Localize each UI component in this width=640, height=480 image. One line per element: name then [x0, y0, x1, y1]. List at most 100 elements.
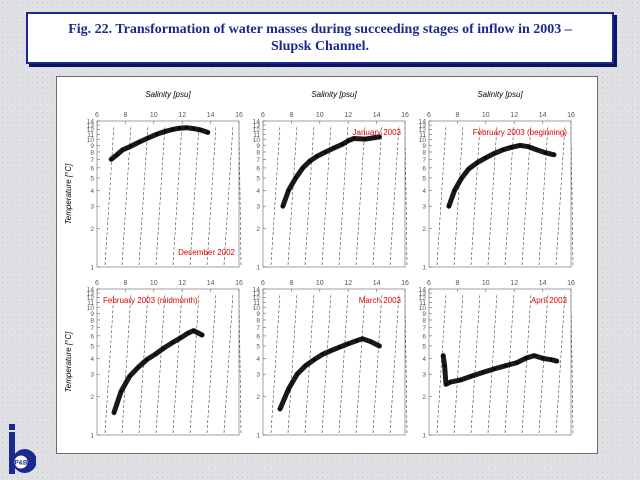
figure-title-box: Fig. 22. Transformation of water masses … [26, 12, 614, 64]
y-tick-label: 6 [422, 333, 426, 340]
y-tick-label: 2 [90, 226, 94, 233]
panel-frame [428, 120, 572, 268]
x-tick-label: 14 [207, 280, 215, 287]
ts-data-point [295, 372, 299, 376]
ts-data-point [544, 151, 547, 154]
x-tick-label: 8 [455, 112, 459, 119]
density-isopleth [104, 292, 115, 434]
ts-data-point [178, 126, 181, 130]
ts-data-point [287, 189, 290, 192]
ts-data-point [138, 140, 141, 144]
x-tick-label: 12 [178, 112, 186, 119]
ts-data-point [458, 378, 462, 382]
y-tick-label: 8 [422, 149, 426, 156]
ts-data-point [200, 333, 204, 337]
y-tick-label: 2 [256, 226, 260, 233]
y-tick-label: 12 [419, 295, 427, 302]
panel-label: December 2002 [178, 248, 235, 257]
ts-data-point [369, 340, 373, 344]
density-isopleth [270, 124, 281, 266]
ts-data-point [518, 144, 522, 147]
x-tick-label: 6 [427, 280, 431, 287]
y-tick-label: 13 [419, 123, 427, 130]
ts-data-point [338, 345, 341, 349]
ts-data-point [515, 361, 519, 364]
x-tick-label: 16 [235, 112, 243, 119]
panel-label: February 2003 (midmonth) [103, 296, 198, 305]
y-tick-label: 14 [253, 119, 261, 126]
ts-data-point [185, 126, 188, 130]
x-tick-label: 10 [316, 112, 324, 119]
ts-data-point [441, 354, 445, 357]
y-tick-label: 13 [87, 291, 95, 298]
x-tick-label: 8 [289, 280, 293, 287]
y-tick-label: 6 [90, 333, 94, 340]
density-isopleth [223, 292, 234, 434]
ts-data-point [129, 144, 133, 148]
y-tick-label: 5 [422, 175, 426, 182]
y-tick-label: 4 [90, 188, 94, 195]
density-isopleth [389, 292, 400, 434]
density-isopleth [453, 292, 464, 434]
y-tick-label: 11 [253, 132, 260, 139]
density-isopleth [338, 292, 349, 434]
ts-data-point [555, 359, 559, 363]
density-isopleth [223, 124, 234, 266]
density-isopleth [172, 124, 183, 266]
x-tick-label: 16 [401, 280, 409, 287]
density-isopleth [555, 124, 566, 266]
ts-data-point [145, 358, 148, 362]
density-isopleth [372, 292, 383, 434]
panel-frame [96, 288, 240, 436]
ts-data-point [467, 167, 471, 171]
density-isopleth [138, 124, 149, 266]
x-tick-label: 8 [289, 112, 293, 119]
y-tick-label: 5 [422, 343, 426, 350]
y-tick-label: 9 [422, 311, 426, 318]
y-tick-label: 12 [87, 295, 95, 302]
y-tick-label: 12 [87, 127, 95, 134]
y-tick-label: 8 [256, 317, 260, 324]
x-tick-label: 12 [510, 280, 518, 287]
ts-data-point [355, 339, 359, 342]
ts-data-point [341, 142, 344, 146]
y-tick-label: 5 [256, 175, 260, 182]
ts-data-point [493, 367, 496, 371]
figure-panel: Salinity [psu] Salinity [psu] Salinity [ps… [56, 76, 598, 454]
y-tick-label: 1 [256, 433, 260, 440]
ts-data-point [475, 161, 479, 164]
ts-data-point [324, 150, 327, 154]
y-tick-label: 11 [87, 300, 94, 307]
panel-label: January 2003 [353, 128, 402, 137]
y-tick-label: 10 [419, 305, 427, 312]
ts-data-point [361, 337, 364, 341]
panel-frame [96, 120, 240, 268]
ts-data-point [378, 344, 381, 348]
ts-data-point [112, 411, 116, 414]
density-isopleth [389, 124, 400, 266]
y-tick-label: 3 [422, 372, 426, 379]
density-isopleth [338, 124, 349, 266]
salinity-axis-title-2: Salinity [psu] [311, 90, 357, 99]
y-tick-label: 2 [90, 394, 94, 401]
ts-data-point [162, 346, 166, 350]
density-isopleth [355, 124, 366, 266]
ts-data-point [153, 353, 157, 356]
y-tick-label: 10 [87, 137, 95, 144]
density-isopleth [321, 124, 332, 266]
ts-data-point [128, 374, 131, 378]
institute-logo-icon: P&B [9, 424, 36, 474]
ts-data-point [115, 153, 119, 157]
ts-data-point [444, 383, 448, 386]
density-isopleth [470, 124, 481, 266]
density-isopleth [487, 292, 498, 434]
ts-data-point [532, 354, 536, 357]
temperature-axis-title-2: Temperature [°C] [64, 331, 73, 392]
ts-data-point [378, 135, 381, 139]
y-tick-label: 14 [419, 119, 427, 126]
ts-data-band [280, 134, 382, 209]
ts-data-point [449, 380, 452, 384]
density-isopleth [206, 292, 217, 434]
